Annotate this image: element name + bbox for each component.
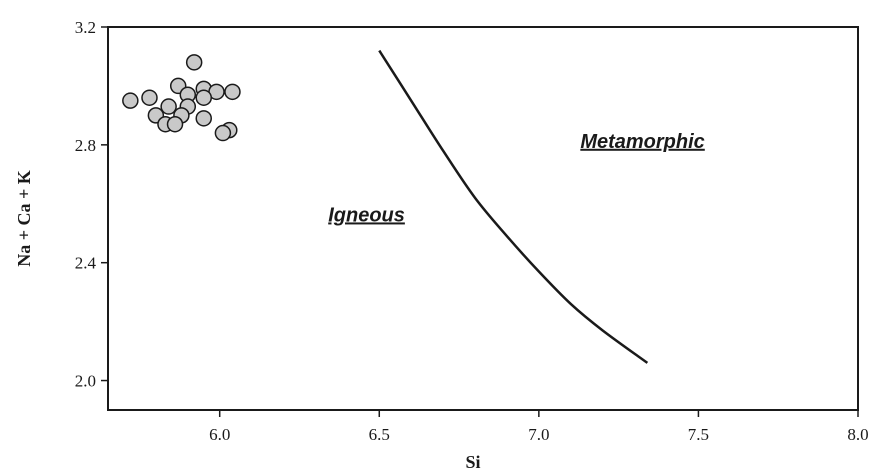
y-tick-label: 3.2 — [75, 18, 96, 37]
y-tick-label: 2.4 — [75, 254, 97, 273]
x-tick-label: 6.5 — [369, 425, 390, 444]
region-annotations: Igneous Metamorphic — [328, 131, 705, 227]
x-axis-tick-labels: 6.0 6.5 7.0 7.5 8.0 — [209, 425, 869, 444]
x-axis-ticks — [218, 410, 859, 417]
y-axis-title: Na + Ca + K — [14, 170, 34, 267]
region-label: Metamorphic — [580, 131, 704, 153]
data-point — [214, 124, 232, 142]
x-tick-label: 6.0 — [209, 425, 230, 444]
y-axis-tick-labels: 2.0 2.4 2.8 3.2 — [75, 18, 97, 391]
igneous-metamorphic-boundary-curve — [378, 49, 649, 364]
x-axis-title: Si — [465, 452, 480, 471]
data-point — [195, 110, 212, 127]
data-point — [195, 89, 212, 106]
y-tick-label: 2.8 — [75, 136, 96, 155]
x-tick-label: 7.0 — [528, 425, 549, 444]
data-point — [160, 98, 177, 115]
data-point — [224, 83, 241, 101]
data-points — [122, 54, 241, 142]
x-tick-label: 8.0 — [847, 425, 868, 444]
data-point — [141, 89, 158, 106]
plot-frame — [107, 26, 859, 411]
region-label: Igneous — [328, 204, 405, 226]
y-tick-label: 2.0 — [75, 372, 96, 391]
data-point — [166, 115, 184, 133]
y-axis-ticks — [101, 26, 108, 382]
x-tick-label: 7.5 — [688, 425, 709, 444]
data-point — [185, 54, 203, 71]
data-point — [122, 92, 139, 109]
